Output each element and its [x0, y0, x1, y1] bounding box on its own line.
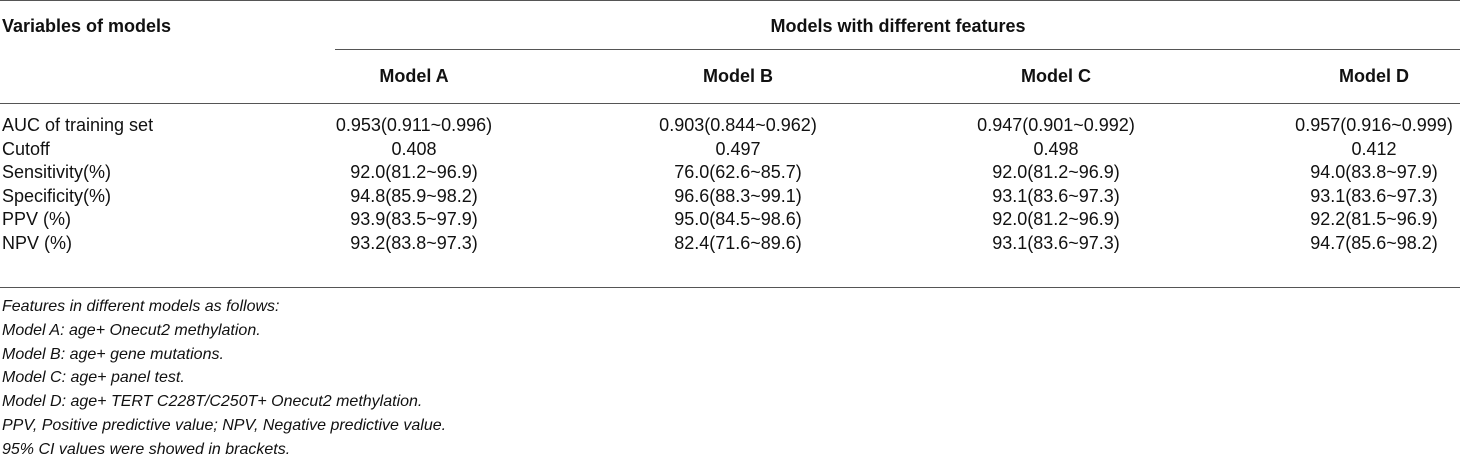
- cell: 82.4(71.6~89.6): [674, 232, 802, 253]
- row-label: Cutoff: [2, 138, 50, 159]
- column-header: Model D: [1339, 66, 1409, 86]
- cell: 0.947(0.901~0.992): [977, 115, 1135, 135]
- row-label: AUC of training set: [2, 115, 154, 135]
- cell: 93.1(83.6~97.3): [992, 232, 1120, 253]
- column-header: Model B: [703, 66, 773, 86]
- cell: 0.498: [1033, 138, 1079, 159]
- note: Model B: age+ gene mutations.: [2, 345, 224, 363]
- row-label: PPV (%): [2, 209, 72, 229]
- note: Model A: age+ Onecut2 methylation.: [2, 321, 261, 339]
- cell: 0.412: [1351, 138, 1397, 159]
- rule: [0, 287, 1460, 288]
- note: 95% CI values were showed in brackets.: [2, 440, 291, 458]
- cell: 93.1(83.6~97.3): [992, 185, 1120, 206]
- cell: 92.0(81.2~96.9): [350, 162, 478, 182]
- cell: 94.8(85.9~98.2): [350, 185, 478, 206]
- column-header: Model A: [379, 66, 449, 86]
- note: Features in different models as follows:: [2, 298, 280, 315]
- cell: 0.957(0.916~0.999): [1295, 115, 1453, 135]
- rule: [0, 103, 1460, 104]
- cell: 95.0(84.5~98.6): [674, 209, 802, 229]
- group-header: Models with different features: [770, 16, 1026, 36]
- cell: 94.7(85.6~98.2): [1310, 232, 1438, 253]
- note: Model C: age+ panel test.: [2, 369, 185, 387]
- cell: 0.497: [715, 138, 761, 159]
- cell: 76.0(62.6~85.7): [674, 162, 802, 182]
- rule: [335, 49, 1460, 50]
- note: PPV, Positive predictive value; NPV, Neg…: [2, 417, 447, 434]
- row-label: Specificity(%): [2, 185, 112, 206]
- row-label: NPV (%): [2, 232, 73, 253]
- row-header: Variables of models: [2, 16, 172, 36]
- cell: 0.903(0.844~0.962): [659, 115, 817, 135]
- column-header: Model C: [1021, 66, 1091, 86]
- cell: 92.2(81.5~96.9): [1310, 209, 1438, 229]
- cell: 0.408: [391, 138, 437, 159]
- cell: 0.953(0.911~0.996): [335, 115, 493, 135]
- cell: 92.0(81.2~96.9): [992, 209, 1120, 229]
- cell: 93.2(83.8~97.3): [350, 232, 478, 253]
- cell: 93.9(83.5~97.9): [350, 209, 478, 229]
- rule: [0, 0, 1460, 1]
- row-label: Sensitivity(%): [2, 162, 112, 182]
- note: Model D: age+ TERT C228T/C250T+ Onecut2 …: [2, 393, 423, 411]
- cell: 93.1(83.6~97.3): [1310, 185, 1438, 206]
- cell: 94.0(83.8~97.9): [1310, 162, 1438, 182]
- cell: 92.0(81.2~96.9): [992, 162, 1120, 182]
- cell: 96.6(88.3~99.1): [674, 185, 802, 206]
